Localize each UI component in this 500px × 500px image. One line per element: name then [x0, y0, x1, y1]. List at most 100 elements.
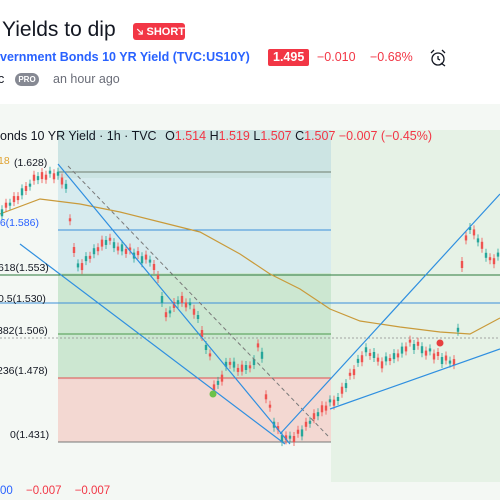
left-axis-label: 18 — [0, 155, 10, 167]
fib-label: 0.5(1.530) — [0, 293, 46, 305]
chart-canvas[interactable] — [0, 104, 500, 500]
author-name[interactable]: c — [0, 72, 5, 86]
candle-body — [356, 358, 360, 363]
candle-body — [328, 399, 332, 403]
candle-body — [208, 353, 212, 357]
candle-body — [268, 404, 272, 408]
candle-body — [80, 263, 84, 271]
candle-body — [424, 350, 428, 356]
fib-label-text: 236(1.478) — [0, 365, 48, 377]
short-badge-label: SHORT — [146, 25, 186, 38]
candle-body — [256, 343, 260, 348]
candle-body — [104, 239, 108, 245]
candle-body — [468, 227, 472, 230]
candle-body — [224, 361, 228, 367]
candle-body — [148, 259, 152, 263]
support-line — [329, 348, 500, 410]
candle-body — [236, 367, 240, 372]
change-absolute: −0.010 — [317, 50, 356, 64]
candle-body — [196, 315, 200, 319]
legend-open: 1.514 — [174, 129, 207, 143]
candle-body — [108, 237, 112, 241]
legend-high-label: H — [209, 129, 219, 143]
legend-low-label: L — [253, 129, 261, 143]
candle-body — [388, 358, 392, 362]
fib-zone-green — [58, 273, 331, 378]
candle-body — [152, 264, 156, 270]
candle-body — [292, 436, 296, 442]
candle-body — [0, 209, 4, 217]
candle-body — [248, 365, 252, 369]
candle-body — [296, 429, 300, 434]
candle-body — [472, 229, 476, 236]
candle-body — [428, 348, 432, 352]
candle-body — [452, 359, 456, 366]
candle-body — [312, 413, 316, 420]
candle-body — [8, 202, 12, 206]
fib-label-text: (1.628) — [14, 157, 48, 169]
legend-low: 1.507 — [260, 129, 292, 143]
candle-body — [496, 252, 500, 257]
fib-lines — [0, 171, 500, 443]
candle-body — [460, 261, 464, 268]
candle-body — [220, 374, 224, 382]
candle-body — [200, 330, 204, 337]
candle-body — [52, 173, 56, 180]
indicator-value-c: −0.007 — [74, 485, 111, 497]
candle-body — [436, 351, 440, 356]
candle-body — [316, 412, 320, 417]
candle-body — [412, 344, 416, 350]
candle-body — [336, 397, 340, 401]
candle-body — [368, 352, 372, 356]
candle-body — [176, 300, 180, 305]
legend-close-label: C — [295, 129, 305, 143]
fib-label: 618(1.553) — [0, 262, 49, 274]
candle-body — [192, 308, 196, 315]
alarm-clock-icon[interactable] — [428, 48, 448, 68]
candle-body — [484, 252, 488, 258]
fib-zone-red — [58, 378, 331, 442]
candle-body — [448, 360, 452, 364]
chart-legend: onds 10 YR Yield · 1h · TVC O1.514 H1.51… — [0, 129, 432, 143]
candle-body — [288, 435, 292, 439]
candle-body — [184, 302, 188, 308]
candle-body — [244, 365, 248, 370]
arrow-down-icon — [136, 28, 143, 35]
indicator-value-b: −0.007 — [26, 485, 62, 497]
fib-label: (1.628) — [14, 157, 47, 169]
candle-body — [420, 346, 424, 354]
fib-label: 236(1.478) — [0, 365, 48, 377]
candle-body — [20, 188, 24, 196]
channel-lower-line — [19, 243, 286, 445]
candle-body — [128, 247, 132, 251]
candle-body — [12, 196, 16, 203]
candle-body — [232, 361, 236, 368]
idea-title: Yields to dip — [2, 18, 116, 41]
candle-body — [340, 386, 344, 394]
published-time: an hour ago — [53, 72, 120, 86]
candle-body — [28, 183, 32, 187]
candle-body — [180, 295, 184, 303]
candle-body — [392, 353, 396, 360]
symbol-link[interactable]: vernment Bonds 10 YR Yield (TVC:US10Y) — [0, 50, 250, 64]
candle-body — [228, 361, 232, 365]
fib-label: 382(1.506) — [0, 325, 48, 337]
candle-body — [160, 296, 164, 303]
candle-body — [68, 218, 72, 222]
candle-body — [92, 248, 96, 255]
fib-label-text: 36(1.586) — [0, 217, 39, 229]
candle-body — [476, 238, 480, 243]
candle-body — [116, 246, 120, 251]
fib-label-text: 0(1.431) — [10, 429, 50, 441]
candle-body — [408, 339, 412, 343]
candle-body — [136, 251, 140, 256]
chart-area[interactable]: onds 10 YR Yield · 1h · TVC O1.514 H1.51… — [0, 104, 500, 500]
candle-body — [172, 302, 176, 308]
candle-body — [140, 256, 144, 264]
candle-body — [400, 346, 404, 354]
fib-label: 0(1.431) — [10, 429, 49, 441]
candle-body — [64, 183, 68, 189]
candle-body — [432, 353, 436, 360]
candle-body — [72, 247, 76, 253]
candle-body — [440, 357, 444, 365]
